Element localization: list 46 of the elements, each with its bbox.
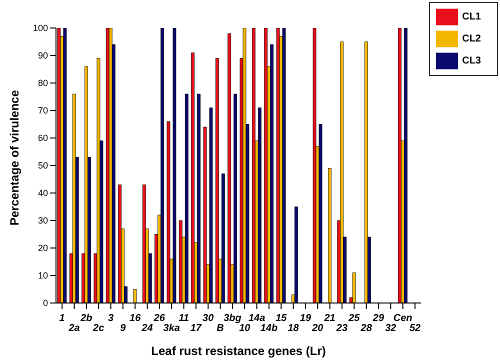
x-tick-label: Cen [393,313,412,324]
x-tick-label: 28 [360,323,372,334]
x-tick-label: 9 [120,323,126,334]
x-tick-label: 10 [239,323,251,334]
y-tick-label: 70 [38,106,48,116]
x-tick-label: 2b [80,313,92,324]
x-tick-label: 25 [348,313,360,324]
x-tick-label: 23 [335,323,348,334]
y-axis-title: Percentage of virulence [7,90,22,226]
x-tick-label: 24 [140,323,154,334]
x-tick-label: 3ka [163,323,180,334]
legend-label: CL1 [462,12,481,23]
x-tick-label: 14a [248,313,266,324]
y-tick-label: 30 [38,216,48,226]
y-tick-label: 90 [38,50,48,61]
x-tick-label: 16 [130,313,142,324]
x-tick-label: 52 [409,323,422,334]
y-tick-label: 40 [38,188,48,198]
x-tick-label: 2c [92,323,105,334]
x-tick-label: 2a [68,323,80,334]
legend-label: CL3 [462,56,481,67]
y-tick-label: 0 [42,298,48,308]
y-tick-label: 60 [38,133,48,144]
x-tick-label: B [216,323,224,334]
x-tick-label: 14b [260,323,278,334]
y-tick-label: 50 [38,160,48,171]
x-tick-label: 26 [152,313,166,324]
y-tick-label: 20 [38,243,48,254]
legend-label: CL2 [462,34,481,45]
x-tick-label: 17 [190,323,202,334]
x-tick-label: 3bg [224,313,242,324]
x-tick-label: 29 [372,313,384,324]
x-tick-label: 19 [300,313,312,324]
x-tick-label: 3 [108,313,114,324]
x-tick-label: 1 [59,313,66,324]
x-tick-label: 11 [178,313,190,324]
x-tick-label: 18 [288,323,300,334]
x-axis-title: Leaf rust resistance genes (Lr) [151,344,326,358]
y-tick-label: 80 [38,78,48,88]
x-tick-label: 21 [323,313,336,324]
x-tick-label: 32 [385,323,397,334]
x-tick-label: 20 [311,323,324,334]
x-tick-label: 15 [276,313,288,324]
y-tick-label: 100 [32,23,48,34]
y-tick-label: 10 [38,270,48,281]
x-tick-label: 30 [202,313,214,324]
